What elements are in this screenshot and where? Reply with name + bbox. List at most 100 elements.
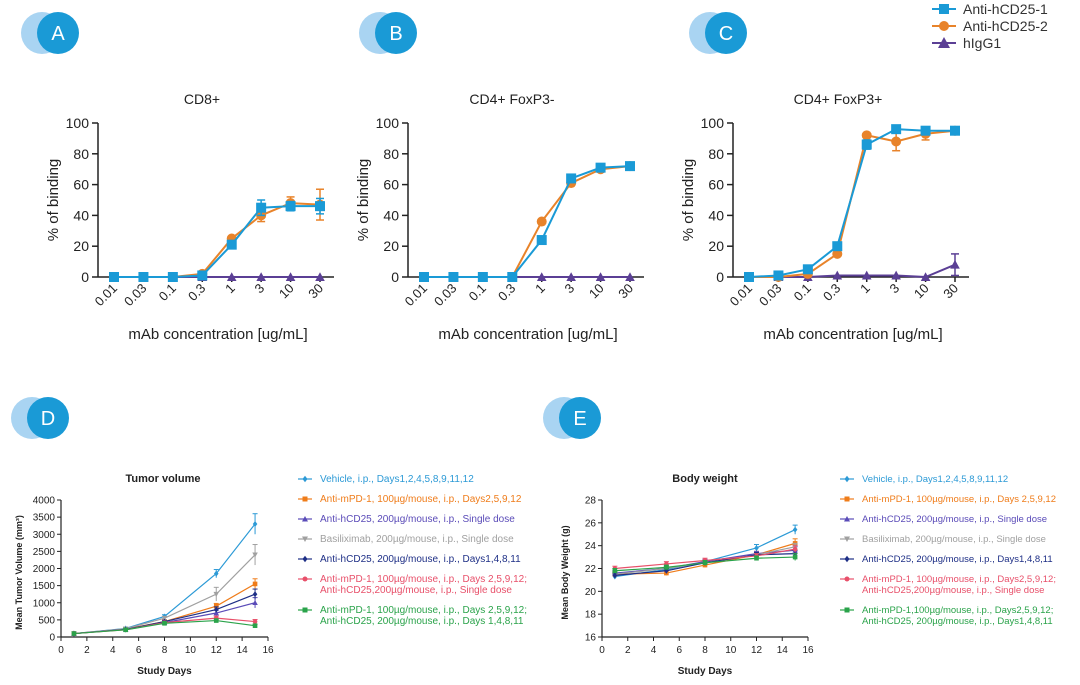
x-tick-label: 0.01: [402, 281, 431, 310]
x-tick-label: 6: [676, 645, 682, 656]
y-tick-label: 18: [585, 610, 597, 621]
x-axis-label: Study Days: [137, 666, 192, 677]
data-point: [213, 591, 220, 597]
legend-label: Anti-mPD-1, 100µg/mouse, i.p., Days 2,5,…: [320, 605, 527, 616]
y-tick-label: 3500: [33, 513, 56, 524]
y-tick-label: 0: [391, 269, 399, 285]
badge-circle: [559, 397, 601, 439]
data-point: [197, 270, 208, 281]
legend-marker: [302, 536, 308, 542]
y-tick-label: 20: [708, 238, 724, 254]
x-tick-label: 30: [615, 281, 636, 302]
legend-label: Anti-hCD25, 200µg/mouse, i.p., Days 1,4,…: [320, 616, 524, 627]
y-tick-label: 24: [585, 541, 597, 552]
x-tick-label: 1: [532, 281, 548, 297]
y-tick-label: 20: [585, 587, 597, 598]
legend-label: Anti-mPD-1,100µg/mouse, i.p., Days2,5,9,…: [862, 605, 1053, 616]
badge-label: C: [719, 23, 733, 45]
legend-marker: [844, 607, 850, 613]
legend-label: Anti-hCD25,200µg/mouse, i.p., Single dos…: [320, 585, 512, 596]
y-axis-label: Mean Body Weight (g): [560, 525, 570, 619]
data-point: [920, 272, 931, 281]
x-tick-label: 3: [562, 281, 578, 297]
series-line: [73, 583, 256, 635]
data-point: [612, 568, 618, 574]
y-tick-label: 60: [383, 177, 399, 193]
data-point: [123, 627, 128, 633]
series-line: [114, 205, 320, 278]
data-point: [167, 272, 178, 282]
chart-title: CD4+ FoxP3+: [794, 91, 883, 107]
x-tick-label: 0.03: [121, 281, 150, 310]
data-point: [477, 272, 488, 282]
data-point: [536, 235, 547, 246]
data-point: [950, 125, 960, 136]
y-tick-label: 26: [585, 518, 597, 529]
data-point: [285, 201, 296, 212]
series-anti-hcd25-2: [744, 125, 960, 282]
x-tick-label: 0.1: [156, 281, 179, 304]
legend-label: Vehicle, i.p., Days1,2,4,5,8,9,11,12: [862, 474, 1008, 485]
data-point: [536, 216, 547, 227]
y-tick-label: 80: [708, 146, 724, 162]
y-tick-label: 4000: [33, 496, 56, 507]
data-point: [861, 130, 872, 141]
legend-top-marker: [938, 37, 950, 48]
x-tick-label: 14: [777, 645, 789, 656]
legend-marker: [844, 496, 850, 502]
badge-circle: [27, 397, 69, 439]
y-tick-label: 0: [81, 269, 89, 285]
chart-title: CD4+ FoxP3-: [469, 91, 555, 107]
panel-badge-c: C: [689, 12, 747, 54]
y-tick-label: 22: [585, 564, 597, 575]
data-point: [754, 544, 759, 551]
legend-e: Vehicle, i.p., Days1,2,4,5,8,9,11,12 Anti…: [840, 474, 1056, 627]
y-tick-label: 2500: [33, 547, 56, 558]
series-anti-hcd25-1: [109, 197, 325, 282]
legend-label: Vehicle, i.p., Days1,2,4,5,8,9,11,12: [320, 474, 474, 485]
y-tick-label: 40: [73, 207, 89, 223]
legend-marker: [844, 576, 850, 582]
legend-label: Anti-mPD-1, 100µg/mouse, i.p., Days2,5,9…: [862, 574, 1056, 585]
x-tick-label: 16: [262, 645, 274, 656]
series-anti-hcd25-1: [744, 124, 960, 282]
x-tick-label: 14: [237, 645, 249, 656]
data-point: [950, 259, 960, 269]
x-tick-label: 1: [857, 281, 873, 297]
data-point: [744, 272, 754, 282]
x-tick-label: 0.3: [820, 281, 843, 304]
data-point: [625, 272, 635, 281]
x-tick-label: 10: [276, 281, 297, 302]
y-tick-label: 100: [701, 115, 725, 131]
legend-label: Anti-mPD-1, 100µg/mouse, i.p., Days2,5,9…: [320, 494, 522, 505]
data-point: [891, 124, 902, 135]
x-tick-label: 30: [940, 281, 961, 302]
y-tick-label: 1000: [33, 598, 56, 609]
chart-title: Tumor volume: [126, 473, 201, 485]
badge-circle: [37, 12, 79, 54]
y-tick-label: 80: [383, 146, 399, 162]
legend-label: Anti-mPD-1, 100µg/mouse, i.p., Days 2,5,…: [862, 494, 1056, 505]
data-point: [792, 554, 798, 560]
data-point: [213, 570, 219, 577]
legend-label: Anti-hCD25,200µg/mouse, i.p., Single dos…: [862, 585, 1044, 596]
x-tick-label: 1: [222, 281, 238, 297]
legend-label: Anti-hCD25, 200µg/mouse, i.p., Single do…: [862, 514, 1047, 525]
panel-badge-a: A: [21, 12, 79, 54]
x-tick-label: 10: [725, 645, 737, 656]
data-point: [109, 272, 119, 282]
x-tick-label: 0: [58, 645, 64, 656]
y-tick-label: 28: [585, 496, 597, 507]
x-axis-label: mAb concentration [ug/mL]: [438, 326, 617, 343]
x-tick-label: 0.01: [92, 281, 121, 310]
data-point: [832, 270, 843, 280]
x-tick-label: 0.3: [185, 281, 208, 304]
legend-label: Basiliximab, 200µg/mouse, i.p., Single d…: [320, 534, 514, 545]
legend-marker: [302, 607, 308, 613]
data-point: [252, 623, 258, 628]
x-tick-label: 0.03: [431, 281, 460, 310]
data-point: [754, 555, 759, 561]
series-line: [424, 165, 631, 278]
y-tick-label: 60: [73, 177, 89, 193]
